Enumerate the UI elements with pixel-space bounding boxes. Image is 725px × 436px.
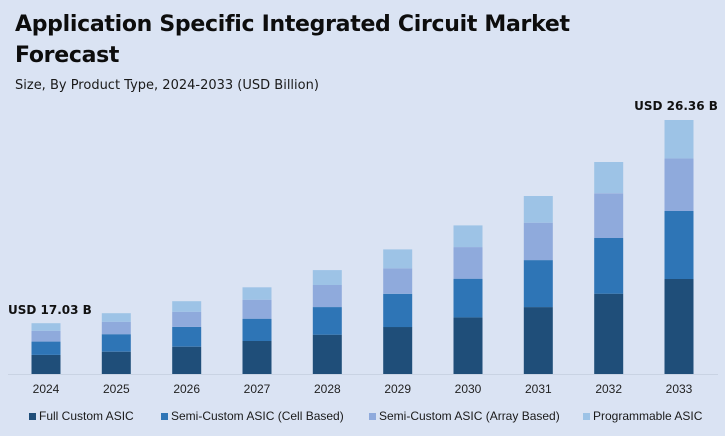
bar-segment-2033-full-custom-asic bbox=[664, 279, 694, 374]
bar-segment-2025-programmable-asic bbox=[101, 313, 131, 322]
x-tick-label: 2028 bbox=[314, 382, 341, 396]
chart-title: Application Specific Integrated Circuit … bbox=[15, 12, 570, 68]
chart-legend: Full Custom ASIC Semi-Custom ASIC (Cell B… bbox=[0, 409, 725, 425]
bar-segment-2028-full-custom-asic bbox=[312, 334, 342, 374]
bar-segment-2024-semi-custom-asic-array-based bbox=[31, 330, 61, 342]
bar-stack-2024 bbox=[31, 323, 61, 374]
legend-item-semi-custom-asic-cell-based: Semi-Custom ASIC (Cell Based) bbox=[161, 409, 344, 423]
bar-segment-2030-full-custom-asic bbox=[453, 317, 483, 374]
x-tick-label: 2024 bbox=[33, 382, 60, 396]
bar-segment-2027-full-custom-asic bbox=[242, 341, 272, 374]
bar-stack-2031 bbox=[523, 196, 553, 374]
x-tick-label: 2026 bbox=[173, 382, 200, 396]
legend-item-programmable-asic: Programmable ASIC bbox=[583, 409, 702, 423]
bar-segment-2025-full-custom-asic bbox=[101, 351, 131, 374]
bar-segment-2029-programmable-asic bbox=[383, 249, 413, 269]
chart-subtitle: Size, By Product Type, 2024-2033 (USD Bi… bbox=[15, 78, 319, 93]
bar-segment-2030-programmable-asic bbox=[453, 225, 483, 248]
legend-label: Full Custom ASIC bbox=[39, 409, 134, 423]
bar-segment-2026-semi-custom-asic-array-based bbox=[172, 311, 202, 327]
bar-segment-2028-programmable-asic bbox=[312, 270, 342, 285]
legend-label: Semi-Custom ASIC (Cell Based) bbox=[171, 409, 344, 423]
bar-segment-2029-semi-custom-asic-cell-based bbox=[383, 293, 413, 328]
x-tick-label: 2033 bbox=[666, 382, 693, 396]
bar-segment-2025-semi-custom-asic-array-based bbox=[101, 321, 131, 335]
bar-segment-2027-semi-custom-asic-array-based bbox=[242, 299, 272, 319]
bar-segment-2026-semi-custom-asic-cell-based bbox=[172, 326, 202, 347]
bar-segment-2024-full-custom-asic bbox=[31, 354, 61, 374]
value-callout-2024: USD 17.03 B bbox=[8, 303, 92, 317]
bar-stack-2033 bbox=[664, 120, 694, 374]
bar-segment-2030-semi-custom-asic-cell-based bbox=[453, 278, 483, 318]
bar-segment-2031-semi-custom-asic-array-based bbox=[523, 222, 553, 261]
x-tick-label: 2029 bbox=[384, 382, 411, 396]
bar-segment-2026-programmable-asic bbox=[172, 301, 202, 312]
bar-segment-2033-semi-custom-asic-array-based bbox=[664, 158, 694, 211]
bar-segment-2033-programmable-asic bbox=[664, 120, 694, 159]
bar-segment-2030-semi-custom-asic-array-based bbox=[453, 247, 483, 279]
bar-segment-2029-full-custom-asic bbox=[383, 327, 413, 374]
bar-segment-2033-semi-custom-asic-cell-based bbox=[664, 211, 694, 279]
bar-stack-2029 bbox=[383, 249, 413, 374]
legend-item-semi-custom-asic-array-based: Semi-Custom ASIC (Array Based) bbox=[369, 409, 560, 423]
bar-segment-2026-full-custom-asic bbox=[172, 346, 202, 374]
bar-segment-2031-programmable-asic bbox=[523, 196, 553, 223]
bar-stack-2028 bbox=[312, 270, 342, 374]
value-callout-2033: USD 26.36 B bbox=[634, 99, 718, 113]
legend-item-full-custom-asic: Full Custom ASIC bbox=[29, 409, 134, 423]
bar-segment-2029-semi-custom-asic-array-based bbox=[383, 268, 413, 294]
bar-segment-2032-semi-custom-asic-array-based bbox=[594, 193, 624, 238]
bar-segment-2032-programmable-asic bbox=[594, 162, 624, 194]
bar-segment-2032-full-custom-asic bbox=[594, 293, 624, 374]
bar-segment-2027-programmable-asic bbox=[242, 287, 272, 300]
x-tick-label: 2031 bbox=[525, 382, 552, 396]
x-tick-label: 2027 bbox=[244, 382, 271, 396]
bar-stack-2025 bbox=[101, 313, 131, 374]
x-tick-label: 2025 bbox=[103, 382, 130, 396]
bar-segment-2024-semi-custom-asic-cell-based bbox=[31, 341, 61, 355]
legend-label: Semi-Custom ASIC (Array Based) bbox=[379, 409, 560, 423]
bar-segment-2024-programmable-asic bbox=[31, 323, 61, 331]
bar-stack-2027 bbox=[242, 287, 272, 374]
bar-segment-2028-semi-custom-asic-cell-based bbox=[312, 307, 342, 335]
bar-segment-2031-full-custom-asic bbox=[523, 307, 553, 374]
bar-segment-2028-semi-custom-asic-array-based bbox=[312, 285, 342, 307]
legend-label: Programmable ASIC bbox=[593, 409, 703, 423]
bar-segment-2027-semi-custom-asic-cell-based bbox=[242, 318, 272, 341]
bar-segment-2025-semi-custom-asic-cell-based bbox=[101, 334, 131, 352]
legend-swatch-icon bbox=[29, 412, 36, 420]
legend-swatch-icon bbox=[583, 412, 590, 420]
legend-swatch-icon bbox=[369, 412, 376, 420]
bar-stack-2026 bbox=[172, 301, 202, 374]
bar-segment-2032-semi-custom-asic-cell-based bbox=[594, 238, 624, 294]
x-tick-label: 2032 bbox=[595, 382, 622, 396]
bar-segment-2031-semi-custom-asic-cell-based bbox=[523, 260, 553, 308]
bar-stack-2030 bbox=[453, 225, 483, 374]
legend-swatch-icon bbox=[161, 412, 168, 420]
bar-stack-2032 bbox=[594, 162, 624, 374]
x-tick-label: 2030 bbox=[455, 382, 482, 396]
